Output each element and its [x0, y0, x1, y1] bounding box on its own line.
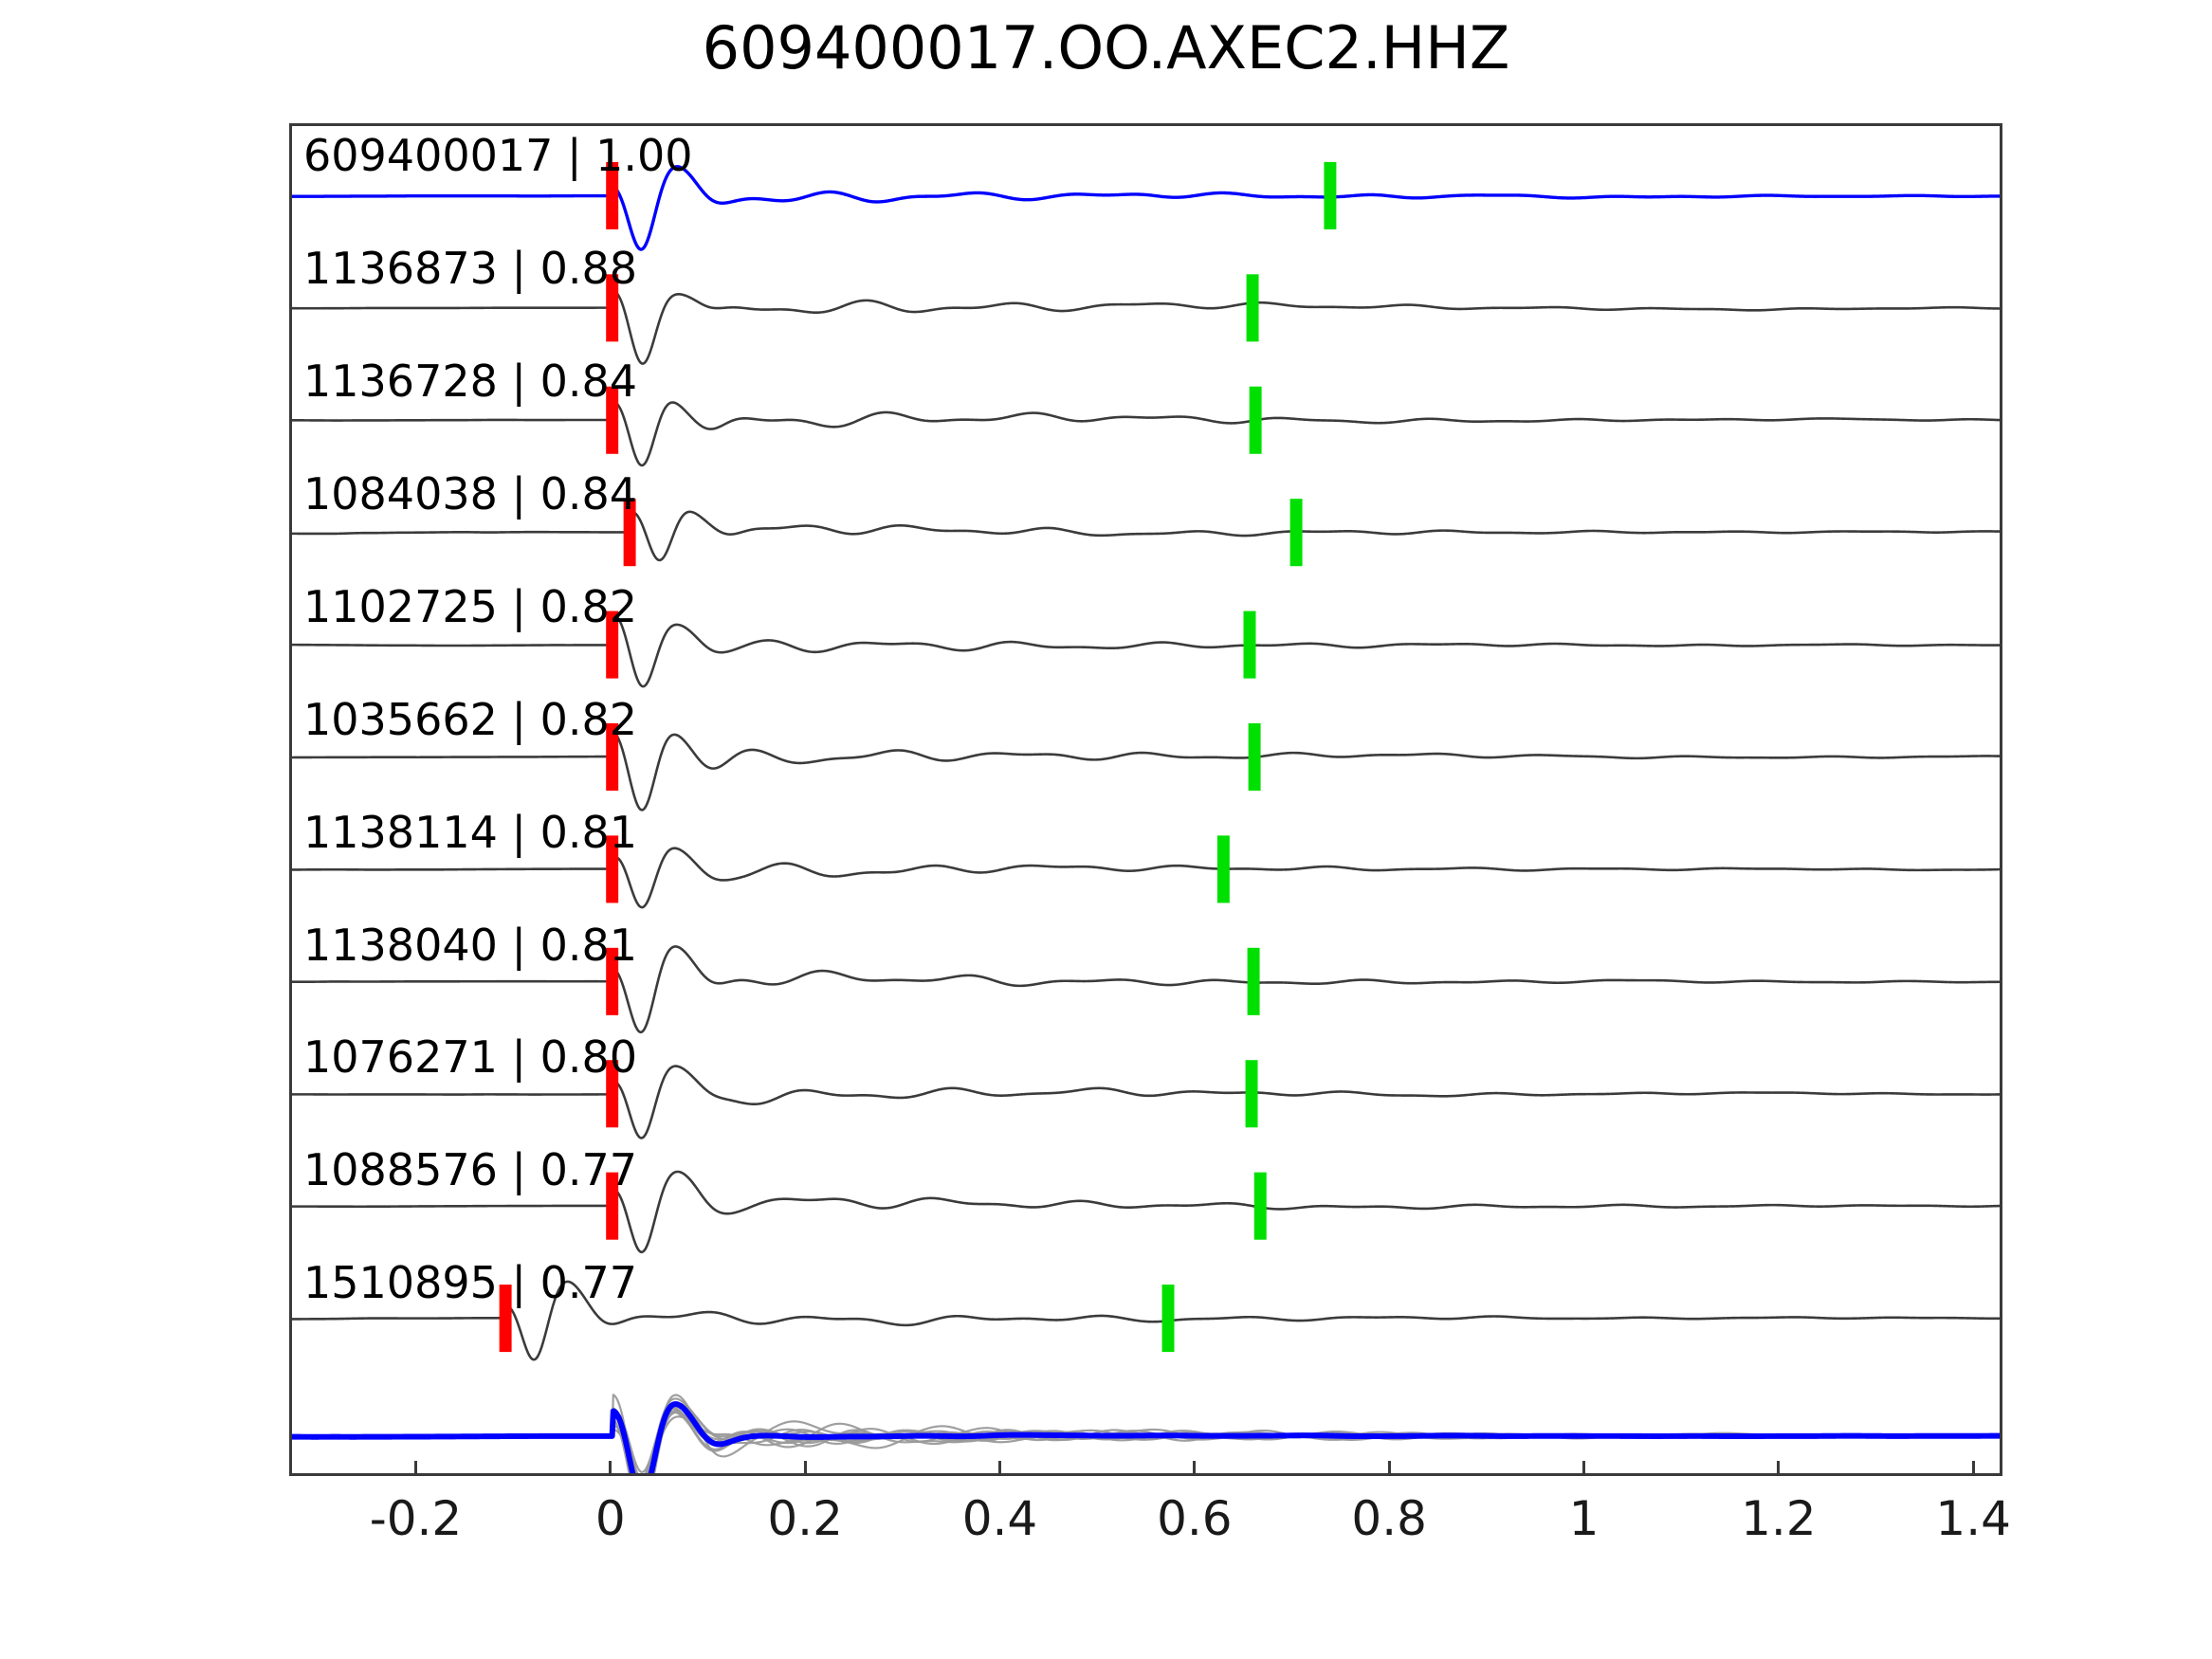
- waveform-line-1102725: [292, 613, 2000, 688]
- secondary-marker-1510895: [1161, 1285, 1175, 1353]
- pick-marker-609400017: [606, 161, 619, 229]
- page-title: 609400017.OO.AXEC2.HHZ: [702, 13, 1510, 82]
- pick-marker-1138114: [606, 835, 619, 903]
- trace-label-1136873: 1136873 | 0.88: [303, 243, 638, 295]
- x-tick-label-0.2: 0.2: [767, 1491, 843, 1546]
- waveform-line-1136728: [292, 400, 2000, 467]
- x-tick-label-1: 1: [1568, 1491, 1600, 1546]
- trace-group-609400017: [292, 161, 2000, 251]
- secondary-marker-1084038: [1289, 499, 1303, 567]
- x-tick-0.6: [1193, 1461, 1197, 1476]
- secondary-marker-609400017: [1324, 161, 1337, 229]
- pick-marker-1084038: [623, 499, 636, 567]
- x-tick-label-0: 0: [594, 1491, 626, 1546]
- trace-label-1088576: 1088576 | 0.77: [303, 1144, 638, 1196]
- trace-group-1510895: [292, 1280, 2000, 1361]
- trace-label-1102725: 1102725 | 0.82: [303, 580, 638, 632]
- pick-marker-1136728: [606, 386, 619, 454]
- waveform-line-1510895: [292, 1280, 2000, 1361]
- x-tick-0: [609, 1461, 612, 1476]
- stack-member-1102725: [292, 1410, 2000, 1473]
- waveform-line-1084038: [292, 510, 2000, 562]
- trace-label-609400017: 609400017 | 1.00: [303, 130, 693, 182]
- trace-label-1138040: 1138040 | 0.81: [303, 919, 638, 971]
- x-tick--0.2: [413, 1461, 417, 1476]
- x-tick-0.8: [1387, 1461, 1391, 1476]
- trace-group-1138040: [292, 945, 2000, 1034]
- secondary-marker-1136728: [1249, 386, 1262, 454]
- x-tick-label-1.4: 1.4: [1935, 1491, 2011, 1546]
- pick-marker-1510895: [499, 1285, 512, 1353]
- pick-marker-1035662: [606, 722, 619, 792]
- x-tick-label--0.2: -0.2: [369, 1491, 463, 1546]
- secondary-marker-1136873: [1246, 274, 1259, 342]
- secondary-marker-1102725: [1243, 611, 1256, 679]
- waveform-plot-panel: [289, 123, 2002, 1476]
- pick-marker-1138040: [606, 947, 619, 1015]
- pick-marker-1102725: [606, 611, 619, 679]
- stack-member-1035662: [292, 1411, 2000, 1473]
- trace-group-1136873: [292, 274, 2000, 365]
- x-tick-1.2: [1777, 1461, 1781, 1476]
- trace-group-1084038: [292, 499, 2000, 567]
- trace-group-1136728: [292, 386, 2000, 467]
- trace-label-1076271: 1076271 | 0.80: [303, 1031, 638, 1084]
- secondary-marker-1076271: [1245, 1060, 1258, 1128]
- x-tick-1.4: [1971, 1461, 1975, 1476]
- secondary-marker-1088576: [1253, 1172, 1267, 1240]
- waveform-line-1136873: [292, 289, 2000, 365]
- waveform-line-609400017: [292, 165, 2000, 251]
- x-tick-label-0.4: 0.4: [961, 1491, 1038, 1546]
- stack-trace: [292, 1401, 2000, 1473]
- x-tick-label-0.6: 0.6: [1157, 1491, 1233, 1546]
- trace-group-1035662: [292, 722, 2000, 811]
- trace-label-1035662: 1035662 | 0.82: [303, 693, 638, 745]
- secondary-marker-1035662: [1248, 722, 1261, 792]
- x-tick-label-1.2: 1.2: [1741, 1491, 1817, 1546]
- secondary-marker-1138040: [1247, 947, 1260, 1015]
- trace-group-1076271: [292, 1060, 2000, 1139]
- trace-group-1102725: [292, 611, 2000, 688]
- secondary-marker-1138114: [1216, 835, 1230, 903]
- stack-panel-group: [292, 1394, 2000, 1473]
- trace-label-1136728: 1136728 | 0.84: [303, 355, 638, 407]
- waveform-line-1138114: [292, 847, 2000, 909]
- waveform-line-1138040: [292, 945, 2000, 1034]
- waveform-line-1035662: [292, 730, 2000, 811]
- trace-group-1138114: [292, 835, 2000, 909]
- trace-label-1084038: 1084038 | 0.84: [303, 467, 638, 520]
- x-tick-0.2: [803, 1461, 807, 1476]
- trace-label-1138114: 1138114 | 0.81: [303, 806, 638, 858]
- trace-group-1088576: [292, 1170, 2000, 1254]
- stack-member-609400017: [292, 1408, 2000, 1473]
- x-tick-0.4: [997, 1461, 1001, 1476]
- stack-member-1138114: [292, 1408, 2000, 1473]
- waveform-line-1076271: [292, 1065, 2000, 1139]
- trace-label-1510895: 1510895 | 0.77: [303, 1257, 638, 1309]
- x-tick-label-0.8: 0.8: [1351, 1491, 1427, 1546]
- x-tick-1: [1582, 1461, 1586, 1476]
- pick-marker-1076271: [606, 1060, 619, 1128]
- waveform-canvas: [292, 161, 2000, 1473]
- pick-marker-1088576: [606, 1172, 619, 1240]
- waveform-line-1088576: [292, 1170, 2000, 1254]
- pick-marker-1136873: [606, 274, 619, 342]
